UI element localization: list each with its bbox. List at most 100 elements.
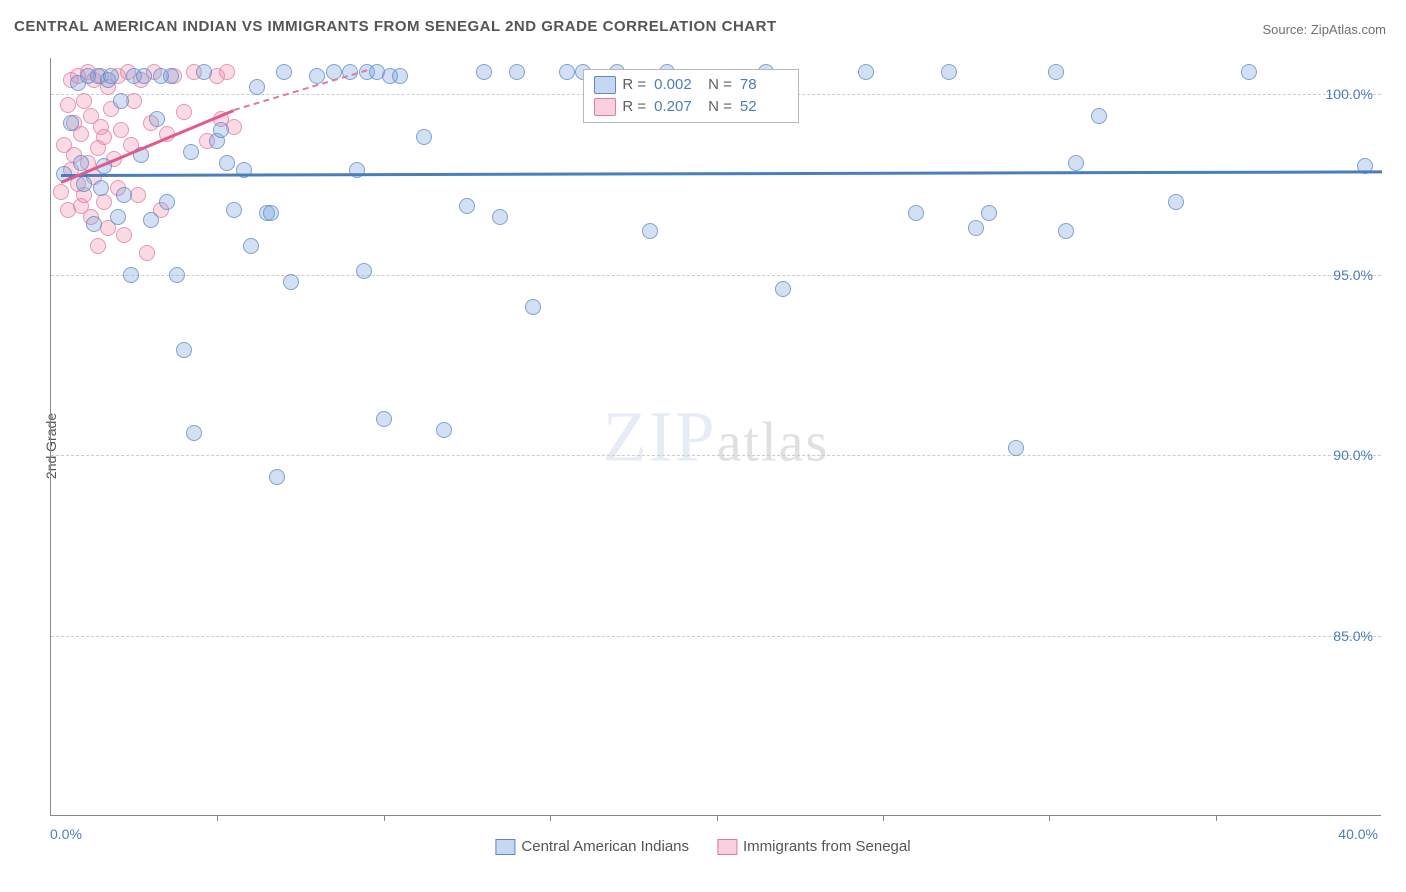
scatter-chart: ZIPatlas 85.0% 90.0% 95.0% 100.0% R = 0.002 N … bbox=[50, 58, 1381, 816]
data-point bbox=[113, 93, 129, 109]
data-point bbox=[186, 425, 202, 441]
data-point bbox=[356, 263, 372, 279]
y-tick-label: 90.0% bbox=[1333, 447, 1373, 463]
x-tick-mark bbox=[883, 815, 884, 821]
legend-item-pink: Immigrants from Senegal bbox=[717, 838, 911, 855]
data-point bbox=[1168, 194, 1184, 210]
data-point bbox=[116, 187, 132, 203]
stats-swatch-pink bbox=[594, 98, 616, 116]
data-point bbox=[775, 281, 791, 297]
data-point bbox=[642, 223, 658, 239]
legend-swatch-blue bbox=[495, 839, 515, 855]
data-point bbox=[60, 97, 76, 113]
data-point bbox=[1048, 64, 1064, 80]
data-point bbox=[908, 205, 924, 221]
data-point bbox=[249, 79, 265, 95]
y-tick-label: 95.0% bbox=[1333, 267, 1373, 283]
data-point bbox=[1091, 108, 1107, 124]
stats-legend: R = 0.002 N = 78 R = 0.207 N = 52 bbox=[583, 69, 799, 123]
chart-title: CENTRAL AMERICAN INDIAN VS IMMIGRANTS FR… bbox=[14, 18, 777, 35]
legend-label-blue: Central American Indians bbox=[521, 838, 689, 855]
x-tick-mark bbox=[217, 815, 218, 821]
y-tick-label: 100.0% bbox=[1326, 86, 1373, 102]
source-label: Source: ZipAtlas.com bbox=[1262, 22, 1386, 37]
data-point bbox=[196, 64, 212, 80]
data-point bbox=[263, 205, 279, 221]
data-point bbox=[858, 64, 874, 80]
x-tick-mark bbox=[550, 815, 551, 821]
data-point bbox=[93, 180, 109, 196]
data-point bbox=[525, 299, 541, 315]
data-point bbox=[1008, 440, 1024, 456]
data-point bbox=[53, 184, 69, 200]
data-point bbox=[968, 220, 984, 236]
gridline bbox=[51, 455, 1381, 456]
data-point bbox=[139, 245, 155, 261]
data-point bbox=[219, 155, 235, 171]
data-point bbox=[176, 104, 192, 120]
data-point bbox=[392, 68, 408, 84]
data-point bbox=[90, 238, 106, 254]
data-point bbox=[492, 209, 508, 225]
x-tick-mark bbox=[717, 815, 718, 821]
data-point bbox=[163, 68, 179, 84]
data-point bbox=[116, 227, 132, 243]
data-point bbox=[276, 64, 292, 80]
stats-row-blue: R = 0.002 N = 78 bbox=[594, 74, 788, 96]
data-point bbox=[213, 122, 229, 138]
data-point bbox=[1068, 155, 1084, 171]
stats-swatch-blue bbox=[594, 76, 616, 94]
data-point bbox=[143, 212, 159, 228]
data-point bbox=[110, 209, 126, 225]
n-value-pink: 52 bbox=[740, 98, 788, 115]
x-axis-max-label: 40.0% bbox=[1338, 826, 1378, 842]
data-point bbox=[123, 267, 139, 283]
data-point bbox=[96, 129, 112, 145]
data-point bbox=[243, 238, 259, 254]
bottom-legend: Central American Indians Immigrants from… bbox=[495, 838, 910, 855]
trend-line bbox=[61, 170, 1382, 176]
data-point bbox=[559, 64, 575, 80]
data-point bbox=[283, 274, 299, 290]
data-point bbox=[149, 111, 165, 127]
data-point bbox=[103, 68, 119, 84]
data-point bbox=[219, 64, 235, 80]
n-label: N = bbox=[708, 98, 732, 115]
data-point bbox=[376, 411, 392, 427]
data-point bbox=[73, 155, 89, 171]
data-point bbox=[509, 64, 525, 80]
data-point bbox=[476, 64, 492, 80]
r-label: R = bbox=[622, 76, 646, 93]
y-tick-label: 85.0% bbox=[1333, 628, 1373, 644]
data-point bbox=[1241, 64, 1257, 80]
data-point bbox=[96, 194, 112, 210]
legend-item-blue: Central American Indians bbox=[495, 838, 689, 855]
data-point bbox=[183, 144, 199, 160]
data-point bbox=[981, 205, 997, 221]
r-label: R = bbox=[622, 98, 646, 115]
x-tick-mark bbox=[1049, 815, 1050, 821]
x-tick-mark bbox=[384, 815, 385, 821]
data-point bbox=[1058, 223, 1074, 239]
r-value-blue: 0.002 bbox=[654, 76, 702, 93]
gridline bbox=[51, 275, 1381, 276]
data-point bbox=[113, 122, 129, 138]
stats-row-pink: R = 0.207 N = 52 bbox=[594, 96, 788, 118]
data-point bbox=[436, 422, 452, 438]
data-point bbox=[76, 176, 92, 192]
r-value-pink: 0.207 bbox=[654, 98, 702, 115]
x-tick-mark bbox=[1216, 815, 1217, 821]
legend-swatch-pink bbox=[717, 839, 737, 855]
data-point bbox=[169, 267, 185, 283]
data-point bbox=[941, 64, 957, 80]
n-label: N = bbox=[708, 76, 732, 93]
data-point bbox=[269, 469, 285, 485]
watermark: ZIPatlas bbox=[603, 395, 830, 478]
data-point bbox=[459, 198, 475, 214]
data-point bbox=[416, 129, 432, 145]
data-point bbox=[63, 115, 79, 131]
data-point bbox=[159, 194, 175, 210]
data-point bbox=[136, 68, 152, 84]
n-value-blue: 78 bbox=[740, 76, 788, 93]
data-point bbox=[226, 202, 242, 218]
